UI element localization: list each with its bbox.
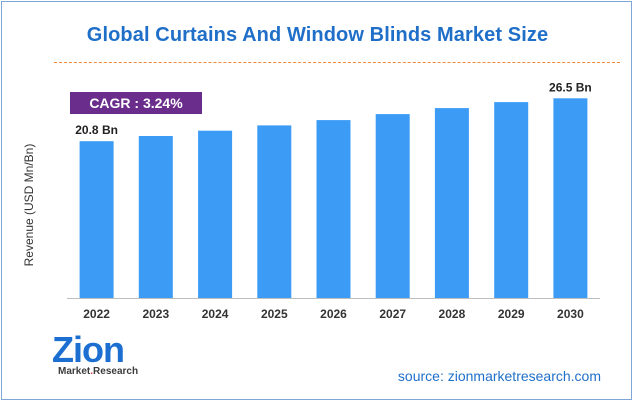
logo-subtitle-left: Market — [58, 366, 91, 377]
bar-2023 — [138, 136, 173, 298]
x-tick-label-2027: 2027 — [379, 307, 406, 321]
x-tick-label-2028: 2028 — [439, 307, 466, 321]
x-tick-label-2022: 2022 — [83, 307, 110, 321]
bar-2030 — [553, 98, 588, 298]
logo-subtitle: Market.Research — [58, 366, 139, 377]
bar-2025 — [257, 125, 292, 299]
bar-2022 — [79, 141, 114, 298]
bar-2029 — [494, 102, 529, 298]
x-tick-label-2024: 2024 — [202, 307, 229, 321]
x-tick-label-2030: 2030 — [557, 307, 584, 321]
title-divider — [54, 62, 620, 63]
x-tick-label-2023: 2023 — [142, 307, 169, 321]
logo-subtitle-right: Research — [93, 366, 139, 377]
data-label-2022: 20.8 Bn — [75, 123, 118, 137]
x-tick-label-2025: 2025 — [261, 307, 288, 321]
bar-2027 — [375, 114, 410, 298]
chart-title: Global Curtains And Window Blinds Market… — [86, 24, 549, 46]
x-tick-label-2029: 2029 — [498, 307, 525, 321]
bar-2026 — [316, 120, 351, 298]
zion-logo: Zion Market.Research — [52, 329, 152, 378]
data-label-2030: 26.5 Bn — [549, 80, 592, 94]
source-note: source: zionmarketresearch.com — [397, 368, 601, 384]
bar-2024 — [198, 130, 233, 298]
cagr-badge: CAGR : 3.24% — [70, 92, 202, 114]
logo-wordmark: Zion — [52, 329, 125, 370]
x-tick-label-2026: 2026 — [320, 307, 347, 321]
bar-2028 — [434, 108, 469, 298]
